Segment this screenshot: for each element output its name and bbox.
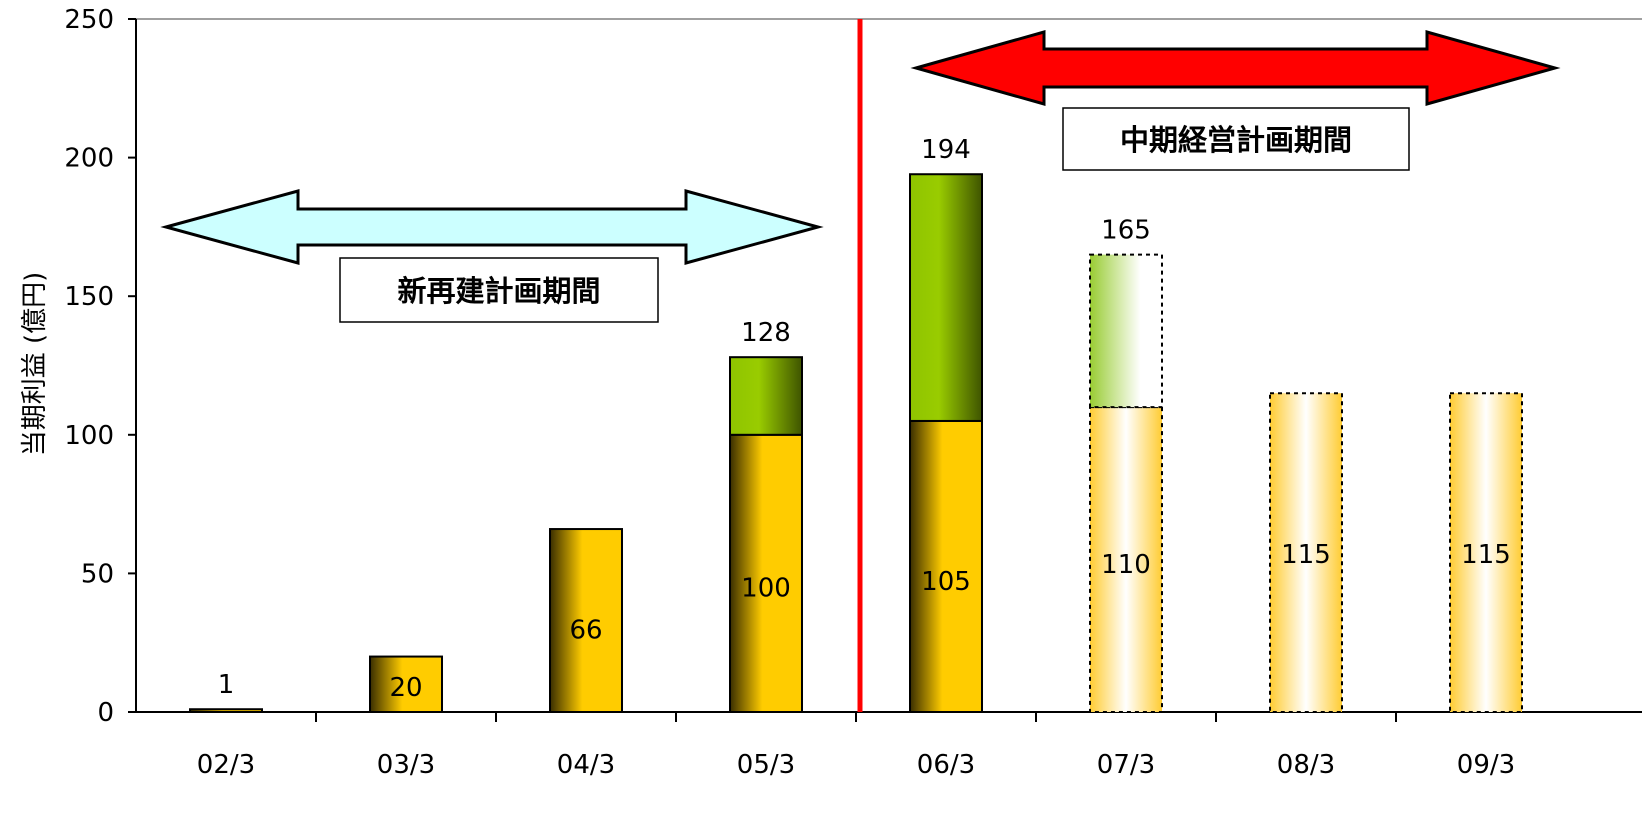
bar-value-label: 20 [389,673,422,703]
y-tick-label: 50 [81,559,114,589]
x-tick-label: 04/3 [557,750,615,780]
period-markers: 新再建計画期間 中期経営計画期間 [160,19,1561,712]
bar-value-label: 105 [921,567,971,597]
period-label-restructuring: 新再建計画期間 [397,274,600,308]
axes: 0 50 100 150 200 250 02/3 03/3 04/3 05/3 06/3 07/3 0… [64,5,1642,780]
bar-base-segment [369,655,443,713]
y-tick-label: 0 [97,698,114,728]
bar-base-segment [549,528,623,713]
y-tick-label: 150 [64,282,114,312]
y-axis-label: 当期利益 (億円) [20,272,50,457]
bar-base-segment [729,433,803,713]
x-tick-label: 06/3 [917,750,975,780]
bar-value-label: 100 [741,573,791,603]
bars [189,173,1523,714]
y-tick-label: 200 [64,144,114,174]
y-tick-label: 100 [64,421,114,451]
bar-value-label: 115 [1281,540,1331,570]
x-tick-label: 03/3 [377,750,435,780]
x-tick-label: 02/3 [197,750,255,780]
bar-total-label: 128 [741,318,791,348]
bar-value-label: 66 [569,616,602,646]
bar-top-segment [1089,253,1163,409]
bar-top-segment [729,356,803,436]
bar-base-segment [1449,392,1523,713]
period-arrow-midterm [910,30,1561,106]
x-tick-label: 08/3 [1277,750,1335,780]
bar-value-label: 115 [1461,540,1511,570]
bar-total-label: 165 [1101,216,1151,246]
data-labels: 1 20 66 100 128 105 194 110 165 115 115 [218,135,1511,703]
x-tick-label: 07/3 [1097,750,1155,780]
bar-total-label: 1 [218,670,235,700]
bar-base-segment [1269,392,1343,713]
bar-top-segment [909,173,983,422]
bar-total-label: 194 [921,135,971,165]
y-tick-label: 250 [64,5,114,35]
period-label-box [1062,107,1410,171]
x-tick-label: 09/3 [1457,750,1515,780]
bar-value-label: 110 [1101,550,1151,580]
bar-base-segment [909,419,983,713]
period-label-midterm: 中期経営計画期間 [1120,123,1352,157]
x-tick-label: 05/3 [737,750,795,780]
bar-base-segment [189,708,263,714]
period-arrow-restructuring [160,189,824,265]
period-label-box [339,257,659,323]
bar-base-segment [1089,406,1163,713]
